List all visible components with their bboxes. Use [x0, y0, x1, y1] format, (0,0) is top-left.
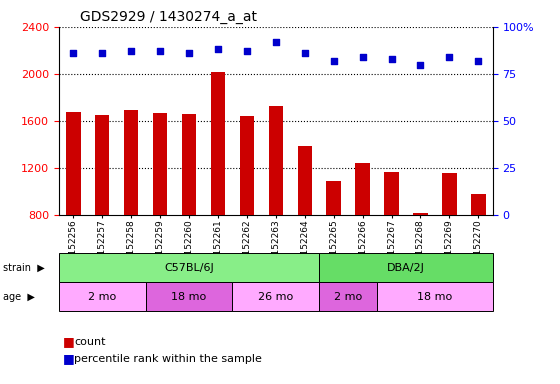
- Point: [445, 54, 454, 60]
- Point: [127, 48, 136, 55]
- Text: DBA/2J: DBA/2J: [387, 263, 425, 273]
- Bar: [59, 282, 146, 311]
- Bar: [269, 106, 283, 309]
- Bar: [297, 146, 312, 309]
- Bar: [232, 282, 319, 311]
- Bar: [384, 172, 399, 309]
- Point: [329, 58, 338, 64]
- Bar: [442, 173, 456, 309]
- Point: [184, 50, 194, 56]
- Bar: [326, 181, 341, 309]
- Bar: [471, 194, 486, 309]
- Bar: [95, 115, 109, 309]
- Point: [474, 58, 483, 64]
- Text: C57BL/6J: C57BL/6J: [164, 263, 214, 273]
- Text: age  ▶: age ▶: [3, 291, 35, 302]
- Text: strain  ▶: strain ▶: [3, 263, 45, 273]
- Bar: [356, 163, 370, 309]
- Point: [97, 50, 106, 56]
- Text: 2 mo: 2 mo: [334, 291, 362, 302]
- Bar: [146, 282, 232, 311]
- Bar: [66, 112, 81, 309]
- Point: [213, 46, 222, 53]
- Bar: [124, 110, 138, 309]
- Text: 26 mo: 26 mo: [258, 291, 293, 302]
- Point: [300, 50, 309, 56]
- Text: GDS2929 / 1430274_a_at: GDS2929 / 1430274_a_at: [81, 10, 258, 25]
- Text: ■: ■: [63, 353, 75, 366]
- Bar: [182, 114, 196, 309]
- Text: ■: ■: [63, 335, 75, 348]
- Bar: [319, 253, 493, 282]
- Bar: [240, 116, 254, 309]
- Text: percentile rank within the sample: percentile rank within the sample: [74, 354, 262, 364]
- Bar: [319, 282, 377, 311]
- Point: [358, 54, 367, 60]
- Bar: [211, 71, 225, 309]
- Point: [387, 56, 396, 62]
- Point: [271, 39, 280, 45]
- Text: 18 mo: 18 mo: [417, 291, 452, 302]
- Point: [416, 61, 425, 68]
- Bar: [153, 113, 167, 309]
- Point: [156, 48, 165, 55]
- Bar: [413, 213, 428, 309]
- Bar: [59, 253, 319, 282]
- Text: 18 mo: 18 mo: [171, 291, 207, 302]
- Bar: [377, 282, 493, 311]
- Point: [242, 48, 251, 55]
- Point: [69, 50, 78, 56]
- Text: 2 mo: 2 mo: [88, 291, 116, 302]
- Text: count: count: [74, 337, 106, 347]
